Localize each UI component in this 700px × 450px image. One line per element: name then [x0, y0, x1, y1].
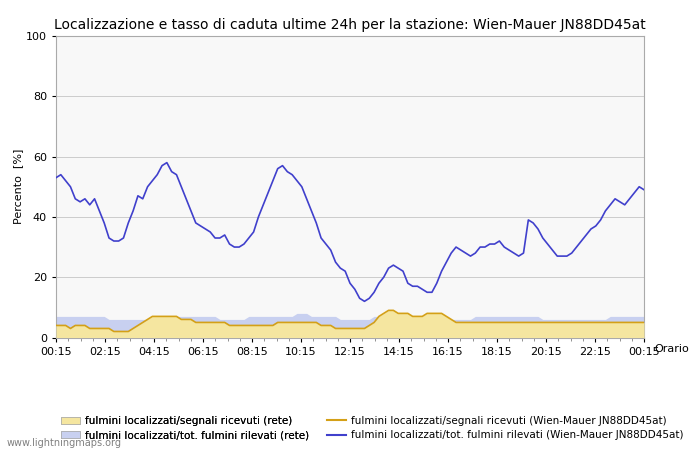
- Text: www.lightningmaps.org: www.lightningmaps.org: [7, 438, 122, 448]
- Title: Localizzazione e tasso di caduta ultime 24h per la stazione: Wien-Mauer JN88DD45: Localizzazione e tasso di caduta ultime …: [54, 18, 646, 32]
- Legend: fulmini localizzati/segnali ricevuti (Wien-Mauer JN88DD45at), fulmini localizzat: fulmini localizzati/segnali ricevuti (Wi…: [327, 416, 684, 440]
- Text: Orario: Orario: [654, 344, 690, 354]
- Legend: fulmini localizzati/segnali ricevuti (rete), fulmini localizzati/tot. fulmini ri: fulmini localizzati/segnali ricevuti (re…: [61, 416, 309, 440]
- Y-axis label: Percento  [%]: Percento [%]: [13, 149, 23, 225]
